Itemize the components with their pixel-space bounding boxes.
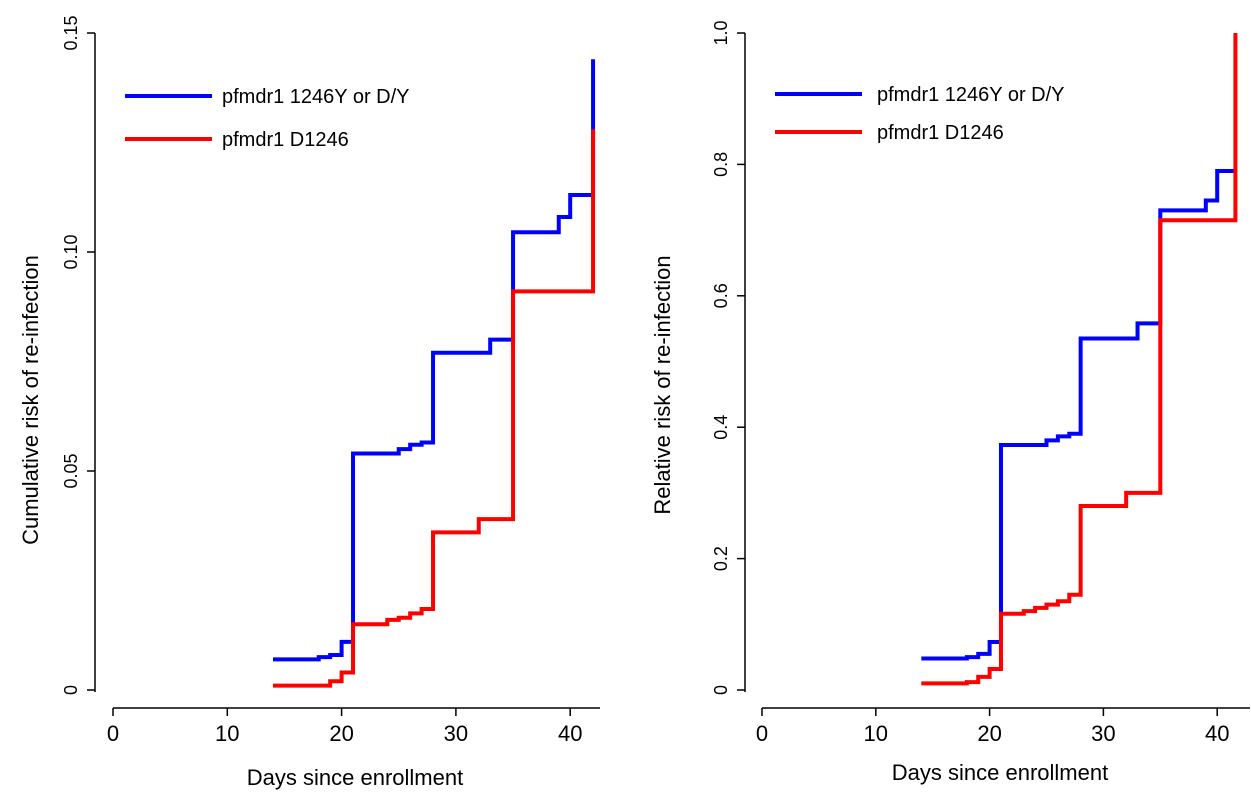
left-chart-panel: 0 0.05 0.10 0.15 0 10 20 30 40 Cumulative risk of… (18, 15, 600, 790)
x-tick-label: 30 (444, 721, 468, 746)
y-tick-label: 0.10 (61, 234, 81, 269)
x-tick-label: 20 (977, 721, 1001, 746)
x-tick-label: 20 (329, 721, 353, 746)
x-tick-label: 0 (756, 721, 768, 746)
x-tick-label: 40 (1205, 721, 1229, 746)
x-tick-label: 10 (215, 721, 239, 746)
series-1-step-line (921, 33, 1238, 686)
y-tick-label: 0 (711, 685, 731, 695)
legend-label: pfmdr1 D1246 (222, 129, 349, 151)
y-axis-title: Cumulative risk of re-infection (18, 255, 43, 545)
y-tick-label: 0.15 (61, 15, 81, 50)
x-axis-title: Days since enrollment (892, 760, 1108, 785)
x-axis-title: Days since enrollment (247, 765, 463, 790)
legend-label: pfmdr1 D1246 (877, 122, 1004, 144)
series-0-step-line (273, 59, 596, 662)
y-axis-title: Relative risk of re-infection (650, 255, 675, 514)
legend-label: pfmdr1 1246Y or D/Y (877, 84, 1065, 106)
y-tick-label: 1.0 (711, 20, 731, 45)
series-1-step-line (273, 129, 596, 688)
x-tick-label: 40 (558, 721, 582, 746)
legend-label: pfmdr1 1246Y or D/Y (222, 86, 410, 108)
y-tick-label: 0.4 (711, 415, 731, 440)
x-tick-label: 30 (1091, 721, 1115, 746)
y-tick-label: 0.6 (711, 283, 731, 308)
series-0-step-line (921, 168, 1236, 661)
right-chart-panel: 0 0.2 0.4 0.6 0.8 1.0 0 10 20 30 40 Relative risk o… (650, 20, 1250, 785)
x-tick-label: 0 (107, 721, 119, 746)
x-tick-label: 10 (864, 721, 888, 746)
y-tick-label: 0.05 (61, 453, 81, 488)
y-tick-label: 0 (61, 685, 81, 695)
y-tick-label: 0.2 (711, 546, 731, 571)
y-tick-label: 0.8 (711, 152, 731, 177)
